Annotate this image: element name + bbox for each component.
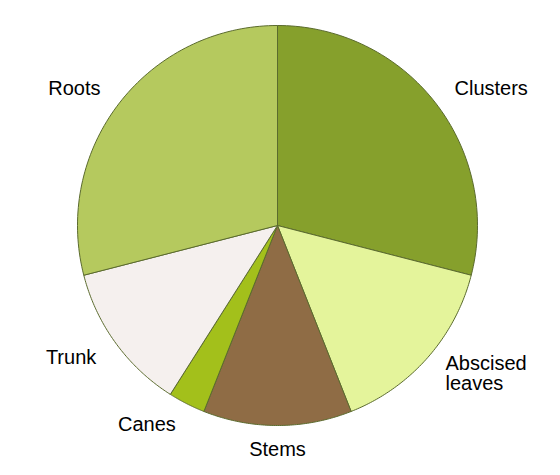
svg-text:Trunk: Trunk (46, 346, 97, 368)
svg-text:Canes: Canes (118, 413, 176, 435)
svg-text:Clusters: Clusters (454, 77, 527, 99)
svg-text:Stems: Stems (249, 438, 306, 460)
svg-text:Roots: Roots (48, 77, 100, 99)
svg-text:Abscisedleaves: Abscisedleaves (446, 352, 527, 394)
